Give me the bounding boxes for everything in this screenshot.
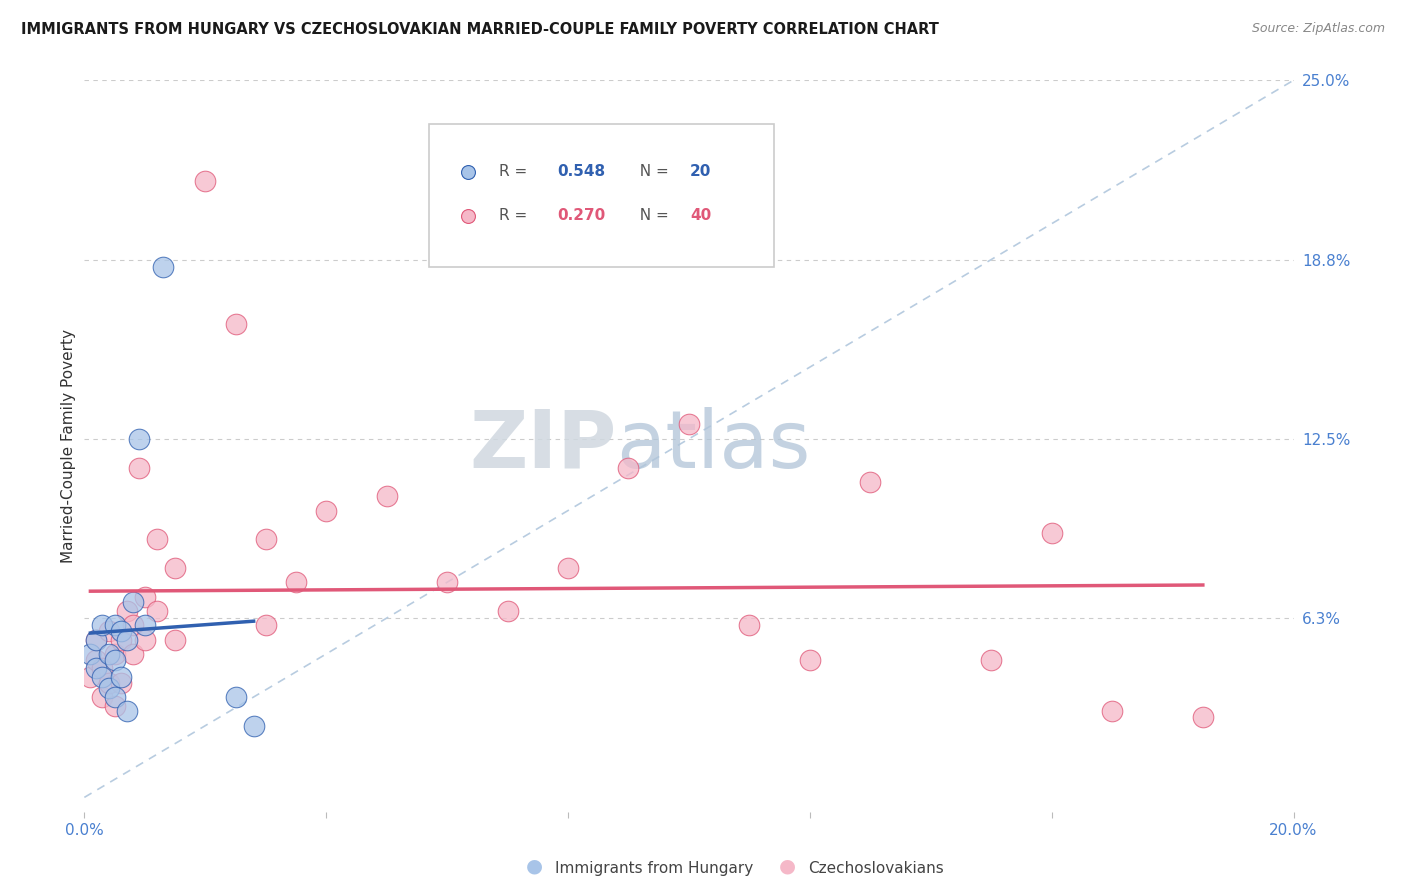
Text: R =: R = bbox=[499, 164, 533, 179]
Point bbox=[104, 690, 127, 704]
Point bbox=[496, 604, 519, 618]
Point bbox=[225, 317, 247, 331]
Point bbox=[146, 533, 169, 547]
Point bbox=[110, 624, 132, 638]
Text: ●: ● bbox=[526, 857, 543, 876]
Point bbox=[104, 653, 127, 667]
Point bbox=[91, 670, 114, 684]
Point bbox=[134, 590, 156, 604]
Point bbox=[97, 647, 120, 661]
Text: 0.548: 0.548 bbox=[557, 164, 605, 179]
Point bbox=[1040, 526, 1063, 541]
Point bbox=[86, 661, 108, 675]
Point bbox=[254, 618, 277, 632]
Point bbox=[678, 417, 700, 432]
Text: atlas: atlas bbox=[616, 407, 811, 485]
Text: 0.270: 0.270 bbox=[557, 208, 606, 223]
Text: 40: 40 bbox=[690, 208, 711, 223]
Point bbox=[110, 675, 132, 690]
Point bbox=[134, 632, 156, 647]
Point bbox=[97, 624, 120, 638]
Text: ●: ● bbox=[779, 857, 796, 876]
Text: Immigrants from Hungary: Immigrants from Hungary bbox=[555, 861, 754, 876]
Point bbox=[86, 632, 108, 647]
Point bbox=[799, 653, 821, 667]
Point bbox=[375, 489, 398, 503]
Text: R =: R = bbox=[499, 208, 533, 223]
Point bbox=[617, 460, 640, 475]
Text: Source: ZipAtlas.com: Source: ZipAtlas.com bbox=[1251, 22, 1385, 36]
Point bbox=[165, 561, 187, 575]
Point bbox=[79, 670, 101, 684]
Text: ZIP: ZIP bbox=[470, 407, 616, 485]
Point bbox=[134, 618, 156, 632]
Point bbox=[738, 618, 761, 632]
Point bbox=[128, 460, 150, 475]
Point bbox=[115, 632, 138, 647]
Text: IMMIGRANTS FROM HUNGARY VS CZECHOSLOVAKIAN MARRIED-COUPLE FAMILY POVERTY CORRELA: IMMIGRANTS FROM HUNGARY VS CZECHOSLOVAKI… bbox=[21, 22, 939, 37]
Text: Czechoslovakians: Czechoslovakians bbox=[808, 861, 945, 876]
Point bbox=[104, 618, 127, 632]
Point bbox=[315, 503, 337, 517]
Text: 20: 20 bbox=[690, 164, 711, 179]
Point bbox=[110, 670, 132, 684]
Point bbox=[152, 260, 174, 274]
Point bbox=[91, 618, 114, 632]
Point bbox=[79, 647, 101, 661]
Point bbox=[115, 704, 138, 718]
Point bbox=[165, 632, 187, 647]
Point bbox=[104, 698, 127, 713]
Point bbox=[91, 690, 114, 704]
Point bbox=[1101, 704, 1123, 718]
Point bbox=[121, 595, 143, 609]
Point bbox=[97, 675, 120, 690]
Point bbox=[194, 174, 217, 188]
Point bbox=[1192, 710, 1215, 724]
Point bbox=[225, 690, 247, 704]
Point bbox=[86, 632, 108, 647]
Point bbox=[557, 561, 579, 575]
Point bbox=[110, 632, 132, 647]
Point bbox=[104, 647, 127, 661]
Point bbox=[254, 533, 277, 547]
Text: N =: N = bbox=[630, 164, 673, 179]
Point bbox=[121, 618, 143, 632]
Point bbox=[115, 604, 138, 618]
Y-axis label: Married-Couple Family Poverty: Married-Couple Family Poverty bbox=[60, 329, 76, 563]
Point bbox=[97, 681, 120, 696]
Point bbox=[86, 653, 108, 667]
Point bbox=[128, 432, 150, 446]
Point bbox=[285, 575, 308, 590]
Point bbox=[121, 647, 143, 661]
Point bbox=[91, 661, 114, 675]
Text: N =: N = bbox=[630, 208, 673, 223]
Point bbox=[146, 604, 169, 618]
Point bbox=[436, 575, 458, 590]
FancyBboxPatch shape bbox=[429, 124, 773, 267]
Point bbox=[980, 653, 1002, 667]
Point bbox=[859, 475, 882, 489]
Point bbox=[242, 719, 264, 733]
